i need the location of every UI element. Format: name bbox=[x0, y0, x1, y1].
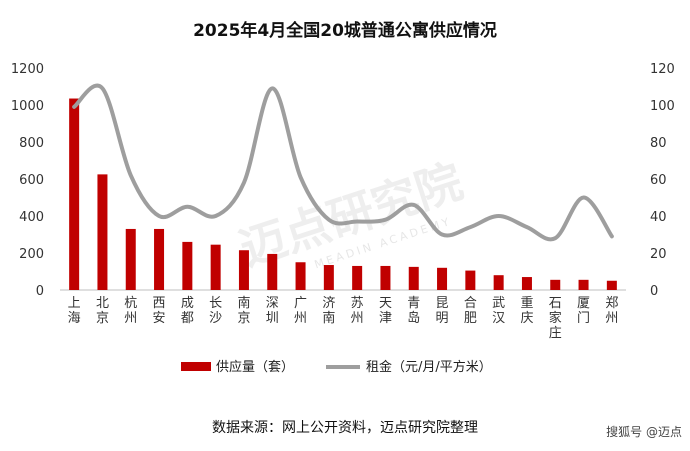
left-axis: 0 200 400 600 800 1000 1200 bbox=[11, 62, 44, 299]
bar-series bbox=[69, 98, 617, 291]
right-tick-label: 120 bbox=[650, 62, 675, 77]
bar-石家庄 bbox=[550, 279, 561, 290]
category-label: 石家庄 bbox=[549, 296, 562, 341]
credit: 搜狐号 @迈点 bbox=[606, 424, 682, 439]
bar-西安 bbox=[154, 228, 165, 290]
bar-苏州 bbox=[352, 265, 363, 290]
category-label: 西安 bbox=[153, 296, 166, 326]
left-tick-label: 800 bbox=[19, 136, 44, 151]
right-tick-label: 0 bbox=[650, 284, 658, 299]
category-label: 重庆 bbox=[520, 295, 533, 326]
left-tick-label: 1000 bbox=[11, 99, 44, 114]
bar-上海 bbox=[69, 98, 80, 291]
bar-北京 bbox=[97, 174, 108, 290]
legend-bar-swatch bbox=[181, 362, 211, 371]
category-label: 杭州 bbox=[124, 296, 137, 326]
legend: 供应量（套） 租金（元/月/平方米） bbox=[181, 359, 492, 375]
category-label: 苏州 bbox=[351, 295, 364, 326]
bar-成都 bbox=[182, 241, 193, 290]
bar-武汉 bbox=[493, 275, 504, 290]
chart-title: 2025年4月全国20城普通公寓供应情况 bbox=[193, 20, 497, 41]
rent-line-series bbox=[72, 83, 614, 242]
right-tick-label: 100 bbox=[650, 99, 675, 114]
right-tick-label: 20 bbox=[650, 247, 667, 262]
category-label: 北京 bbox=[96, 296, 109, 326]
left-tick-label: 0 bbox=[36, 284, 44, 299]
category-label: 武汉 bbox=[492, 296, 505, 326]
bar-郑州 bbox=[606, 280, 617, 290]
source-note: 数据来源：网上公开资料，迈点研究院整理 bbox=[212, 420, 478, 436]
legend-line-label: 租金（元/月/平方米） bbox=[366, 359, 492, 375]
category-label: 济南 bbox=[322, 296, 335, 326]
category-label: 合肥 bbox=[464, 296, 477, 326]
category-label: 长沙 bbox=[209, 296, 222, 326]
category-label: 郑州 bbox=[605, 296, 618, 326]
category-label: 厦门 bbox=[577, 296, 590, 326]
right-tick-label: 40 bbox=[650, 210, 667, 225]
left-tick-label: 200 bbox=[19, 247, 44, 262]
right-tick-label: 60 bbox=[650, 173, 667, 188]
bar-天津 bbox=[380, 265, 391, 290]
right-tick-label: 80 bbox=[650, 136, 667, 151]
bar-广州 bbox=[295, 262, 306, 290]
category-label: 上海 bbox=[68, 296, 81, 326]
left-tick-label: 400 bbox=[19, 210, 44, 225]
bar-杭州 bbox=[125, 228, 136, 290]
category-label: 天津 bbox=[379, 296, 392, 326]
bar-重庆 bbox=[521, 277, 532, 290]
bar-合肥 bbox=[465, 270, 476, 290]
bar-昆明 bbox=[437, 267, 448, 290]
category-label: 深圳 bbox=[266, 296, 279, 326]
right-axis: 0 20 40 60 80 100 120 bbox=[650, 62, 675, 299]
legend-bar-label: 供应量（套） bbox=[216, 359, 294, 375]
category-label: 成都 bbox=[181, 296, 194, 326]
bar-长沙 bbox=[210, 244, 221, 290]
bar-厦门 bbox=[578, 279, 589, 290]
bar-青岛 bbox=[408, 266, 419, 290]
bar-深圳 bbox=[267, 253, 278, 290]
category-label: 广州 bbox=[294, 296, 307, 326]
bar-南京 bbox=[238, 250, 249, 290]
left-tick-label: 600 bbox=[19, 173, 44, 188]
category-label: 青岛 bbox=[407, 296, 420, 326]
left-tick-label: 1200 bbox=[11, 62, 44, 77]
category-label: 南京 bbox=[237, 295, 250, 326]
category-label: 昆明 bbox=[436, 296, 449, 326]
bar-济南 bbox=[323, 265, 334, 290]
